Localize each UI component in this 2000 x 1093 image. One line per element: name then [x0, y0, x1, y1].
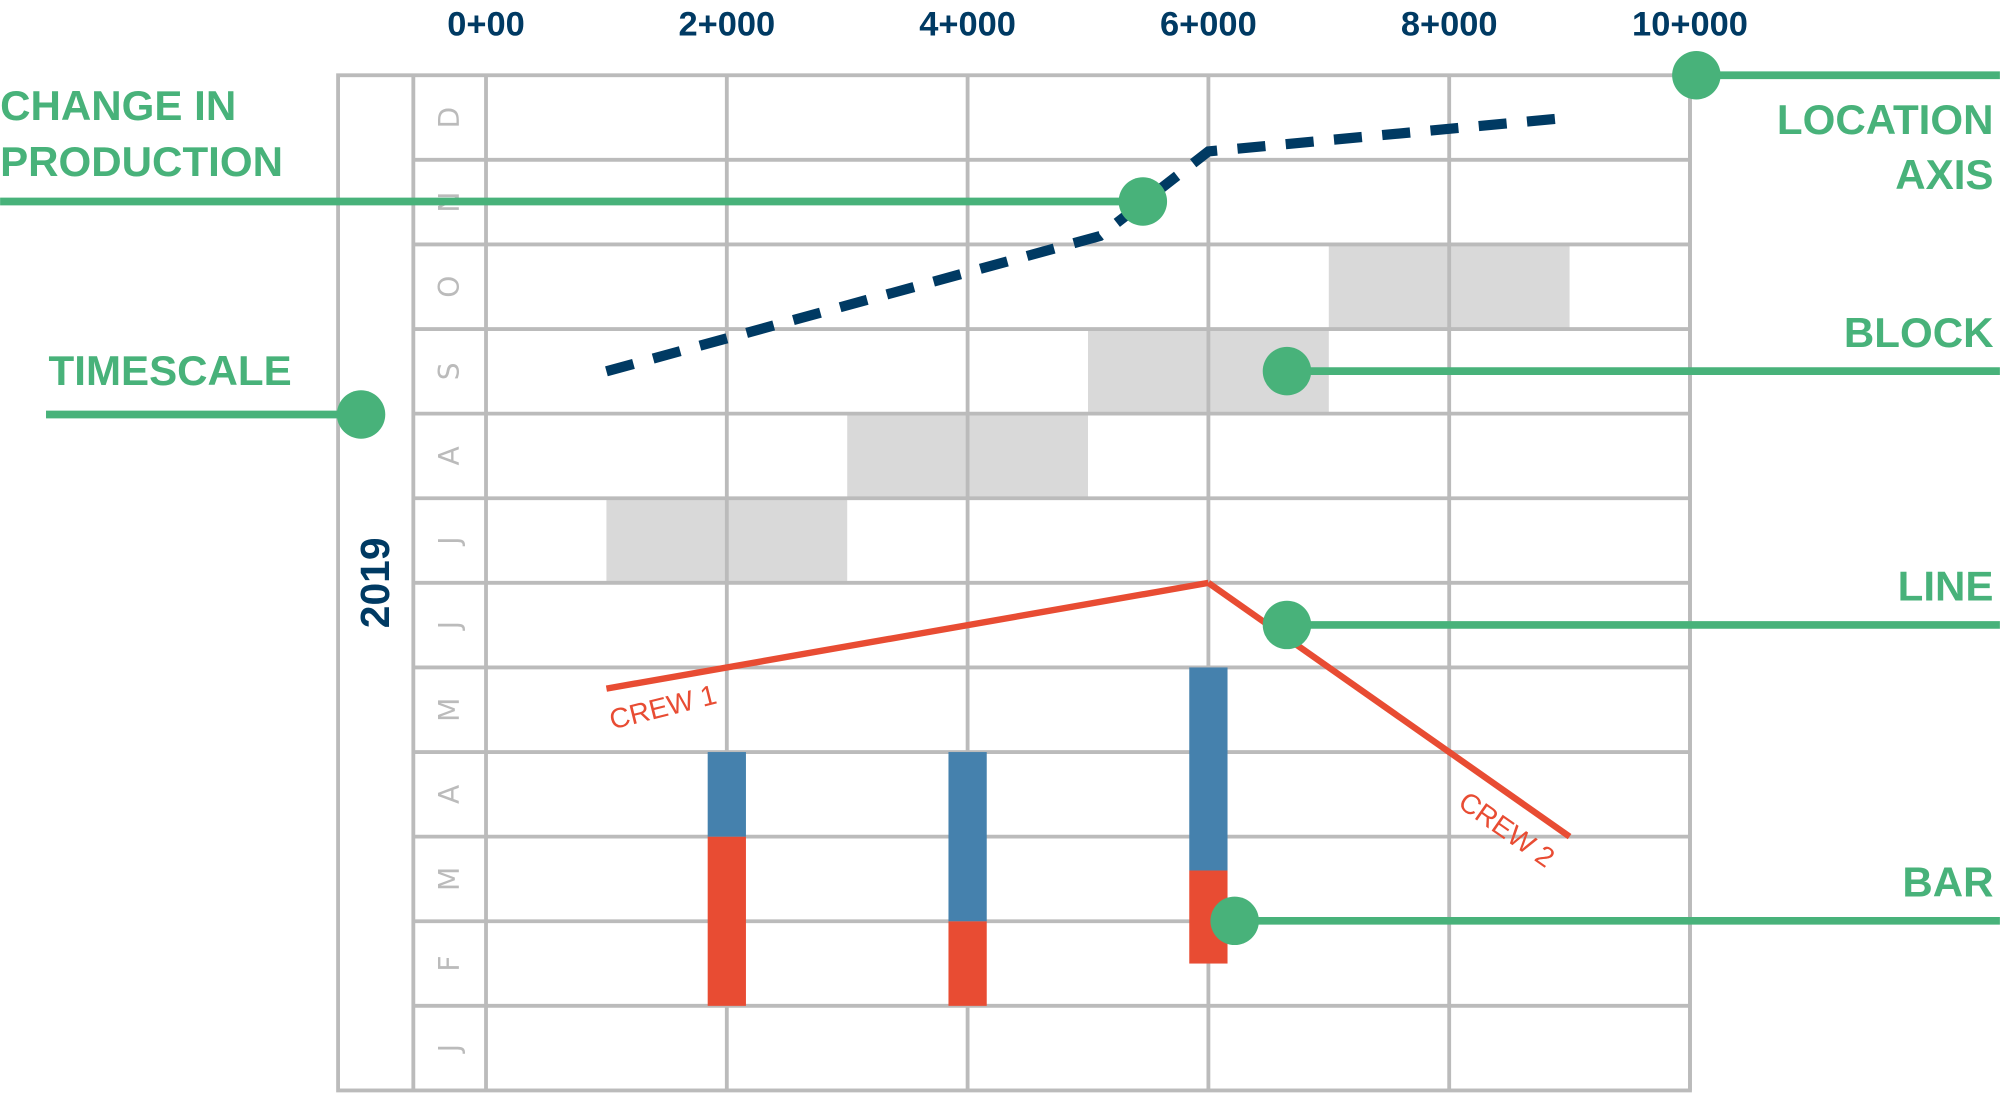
month-label: M: [433, 867, 466, 891]
callout-line: LINE: [1262, 563, 2000, 650]
callout-label: BLOCK: [1844, 309, 1994, 356]
callout-dot: [1262, 600, 1312, 650]
month-label: D: [433, 107, 466, 129]
x-tick-label: 2+000: [678, 6, 775, 44]
callout-dot: [336, 390, 386, 439]
callout-dot: [1118, 177, 1168, 226]
bar-segment: [1189, 667, 1228, 871]
month-label: J: [433, 1044, 466, 1054]
month-label: F: [433, 955, 466, 971]
callout-label: LOCATION: [1777, 96, 1994, 143]
bar-segment: [948, 921, 987, 1006]
callout-dot: [1262, 346, 1312, 396]
callout-timescale: TIMESCALE: [46, 347, 386, 439]
month-label: A: [433, 785, 466, 804]
crew-line: [605, 579, 1209, 692]
x-tick-label: 0+00: [447, 6, 525, 44]
bar-segment: [707, 836, 746, 1006]
callout-change-in-production: CHANGE IN PRODUCTION: [0, 82, 1168, 226]
change-in-production-line: [605, 112, 1571, 377]
month-label: M: [433, 698, 466, 722]
year-label: 2019: [352, 537, 398, 628]
callout-block: BLOCK: [1262, 309, 2000, 396]
callout-label: PRODUCTION: [0, 138, 283, 185]
callout-label: TIMESCALE: [49, 347, 292, 394]
x-tick-label: 4+000: [919, 6, 1016, 44]
callout-label: CHANGE IN: [0, 82, 236, 129]
month-label: O: [433, 276, 466, 298]
callout-bar: BAR: [1210, 859, 2000, 946]
callout-dot: [1210, 896, 1259, 946]
callout-label: LINE: [1898, 563, 1994, 610]
callout-label: BAR: [1902, 859, 1993, 906]
x-tick-label: 6+000: [1160, 6, 1257, 44]
x-tick-label: 10+000: [1632, 6, 1748, 44]
bar-segment: [948, 752, 987, 922]
month-label: A: [433, 446, 466, 465]
x-tick-label: 8+000: [1401, 6, 1498, 44]
callout-label: AXIS: [1895, 151, 1993, 198]
month-label: S: [433, 362, 466, 380]
callout-location-axis: LOCATION AXIS: [1672, 51, 2000, 198]
month-labels: JFMAMJJASOND: [433, 107, 466, 1055]
month-label: J: [433, 536, 466, 546]
bars: [707, 667, 1228, 1006]
callout-dot: [1672, 51, 1721, 100]
x-tick-labels: 0+00 2+000 4+000 6+000 8+000 10+000: [447, 6, 1748, 44]
month-label: J: [433, 621, 466, 631]
bar-segment: [707, 752, 746, 837]
